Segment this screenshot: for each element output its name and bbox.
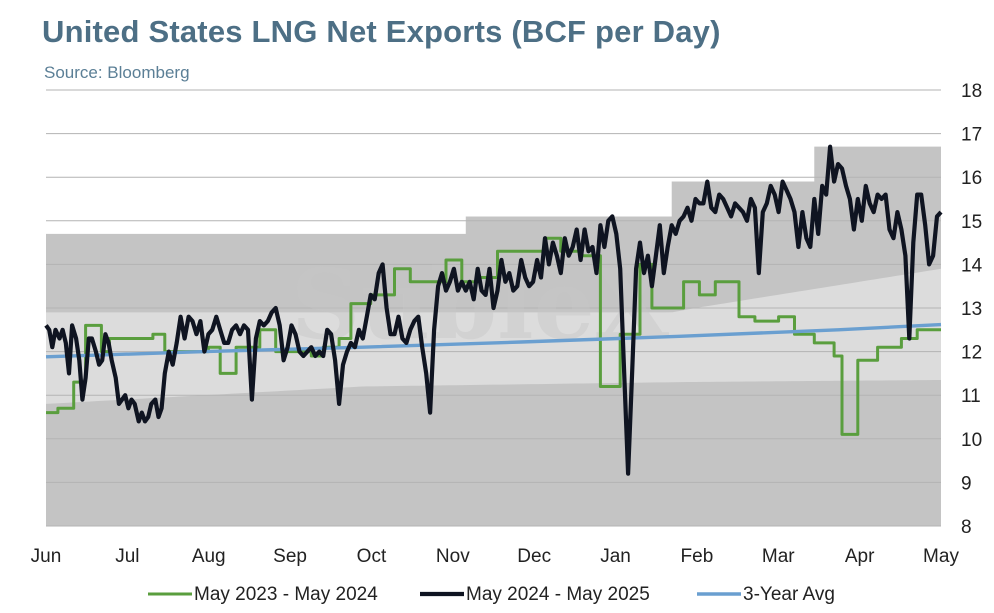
range-band-inner — [46, 268, 941, 404]
legend-label: May 2024 - May 2025 — [466, 584, 650, 605]
x-tick-label: Sep — [273, 546, 307, 567]
x-tick-label: Oct — [357, 546, 387, 567]
x-tick-label: Nov — [436, 546, 470, 567]
y-tick-label: 15 — [961, 212, 982, 233]
x-tick-label: Jan — [600, 546, 631, 567]
range-bands — [46, 146, 941, 526]
x-axis-ticks: Jun Jul Aug Sep Oct Nov Dec Jan Feb Mar Apr May — [31, 546, 960, 567]
x-tick-label: Apr — [845, 546, 875, 567]
y-tick-label: 16 — [961, 168, 982, 189]
chart-subtitle: Source: Bloomberg — [44, 63, 190, 82]
y-tick-label: 18 — [961, 81, 982, 102]
y-axis-ticks: 8 9 10 11 12 13 14 15 16 17 18 — [961, 81, 983, 538]
y-tick-label: 12 — [961, 343, 982, 364]
y-tick-label: 9 — [961, 473, 972, 494]
y-tick-label: 10 — [961, 430, 982, 451]
x-tick-label: Jun — [31, 546, 62, 567]
y-tick-label: 11 — [961, 386, 981, 407]
x-tick-label: Feb — [681, 546, 714, 567]
x-tick-label: Dec — [517, 546, 551, 567]
legend: May 2023 - May 2024 May 2024 - May 2025 3-… — [148, 584, 835, 605]
y-tick-label: 17 — [961, 125, 982, 146]
x-tick-label: May — [923, 546, 959, 567]
series-2024-2025-line — [44, 144, 943, 476]
legend-label: May 2023 - May 2024 — [194, 584, 378, 605]
y-tick-label: 13 — [961, 299, 982, 320]
legend-label: 3-Year Avg — [743, 584, 835, 605]
x-tick-label: Aug — [192, 546, 226, 567]
y-tick-label: 14 — [961, 255, 983, 276]
y-tick-label: 8 — [961, 517, 972, 538]
x-tick-label: Mar — [762, 546, 795, 567]
series-lines — [44, 144, 943, 476]
chart-title: United States LNG Net Exports (BCF per D… — [42, 14, 721, 49]
x-tick-label: Jul — [115, 546, 139, 567]
